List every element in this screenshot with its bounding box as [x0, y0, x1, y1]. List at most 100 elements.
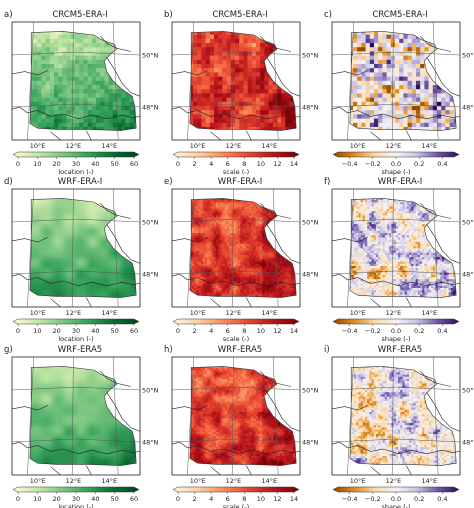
lat-label: 50°N: [142, 219, 159, 227]
colorbar-tick-label: 0.0: [391, 495, 401, 503]
colorbar-tick-label: 6: [226, 160, 230, 168]
graticule: [171, 21, 301, 141]
colorbar-tick-label: −0.4: [342, 495, 358, 503]
panel-letter: a): [4, 10, 13, 20]
colorbar-tick-label: 2: [193, 327, 197, 335]
panel-h: h) WRF-ERA5 10°E 12°E 14°E 50°N 48°N: [164, 345, 319, 485]
field-raster: [349, 198, 457, 298]
lon-label: 10°E: [30, 309, 46, 317]
colorbar-body: [332, 151, 460, 158]
colorbar-tick-label: 10: [257, 495, 265, 503]
map-frame: [171, 356, 301, 476]
colorbar-label: location (-): [58, 335, 93, 343]
map-frame: [11, 356, 141, 476]
colorbar-tick-label: 50: [111, 327, 119, 335]
lat-label: 50°N: [302, 387, 319, 395]
colorbar-tick-label: 4: [209, 327, 213, 335]
colorbar-tick-label: 12: [273, 160, 281, 168]
colorbar-tick-label: −0.2: [365, 327, 381, 335]
colorbar-tick-label: −0.4: [342, 160, 358, 168]
lon-label: 14°E: [421, 477, 437, 485]
colorbar-body: [332, 318, 460, 325]
colorbar-tick-label: 4: [209, 495, 213, 503]
colorbar-tick-label: 20: [53, 327, 61, 335]
field-raster: [349, 31, 457, 131]
lon-label: 12°E: [226, 142, 242, 150]
colorbar-shape: −0.4 −0.2 0.0 0.2 0.4 shape (-): [332, 486, 460, 508]
lat-label: 50°N: [302, 219, 319, 227]
colorbar-tick-label: 10: [33, 327, 41, 335]
colorbar-tick-label: 10: [257, 160, 265, 168]
lat-label: 50°N: [462, 52, 474, 60]
colorbar-shape: −0.4 −0.2 0.0 0.2 0.4 shape (-): [332, 151, 460, 176]
lon-label: 10°E: [30, 477, 46, 485]
colorbar-tick-label: 20: [53, 160, 61, 168]
lat-label: 50°N: [302, 52, 319, 60]
colorbar-label: shape (-): [381, 503, 410, 508]
colorbar-tick-label: 50: [111, 495, 119, 503]
panel-title: WRF-ERA-I: [58, 177, 102, 187]
map-frame: [331, 21, 461, 141]
colorbar-tick-label: 6: [226, 495, 230, 503]
domain-outline: [29, 198, 137, 298]
lon-label: 10°E: [30, 142, 46, 150]
lat-label: 50°N: [462, 219, 474, 227]
panel-i: i) WRF-ERA5 10°E 12°E 14°E 50°N 48°N: [324, 345, 474, 485]
colorbar-body: [172, 151, 300, 158]
colorbar-tick-label: 30: [72, 327, 80, 335]
lon-label: 14°E: [421, 309, 437, 317]
lon-label: 12°E: [226, 309, 242, 317]
lon-label: 12°E: [66, 309, 82, 317]
colorbar-tick-label: 14: [290, 327, 298, 335]
lon-label: 14°E: [261, 309, 277, 317]
field-raster: [349, 366, 457, 466]
colorbar-tick-label: 0.2: [414, 160, 424, 168]
colorbar-tick-label: 20: [53, 495, 61, 503]
lon-label: 10°E: [190, 142, 206, 150]
colorbar-tick-label: 40: [91, 495, 99, 503]
colorbar-tick-label: 60: [130, 160, 138, 168]
panel-title: WRF-ERA5: [218, 345, 262, 355]
colorbar-label: scale (-): [223, 503, 249, 508]
field-raster: [189, 31, 297, 131]
lon-label: 10°E: [190, 477, 206, 485]
colorbar-body: [12, 318, 140, 325]
colorbar-tick-label: 0: [16, 327, 20, 335]
field-raster: [189, 198, 297, 298]
graticule: [331, 356, 461, 476]
colorbar-tick-label: 0: [176, 495, 180, 503]
lat-label: 50°N: [462, 387, 474, 395]
graticule: [331, 21, 461, 141]
lat-label: 48°N: [462, 103, 474, 111]
lon-label: 10°E: [190, 309, 206, 317]
lon-label: 10°E: [350, 309, 366, 317]
colorbar-tick-label: 50: [111, 160, 119, 168]
panels-layer: a) CRCM5-ERA-I 10°E 12°E 14°E 50°N 48°N b) CRCM5…: [4, 10, 474, 485]
map-frame: [171, 21, 301, 141]
panel-letter: h): [164, 345, 173, 355]
colorbar-tick-label: 2: [193, 160, 197, 168]
country-borders: [171, 370, 301, 476]
lat-label: 48°N: [302, 103, 319, 111]
lon-label: 12°E: [386, 477, 402, 485]
colorbar-label: shape (-): [381, 335, 410, 343]
field-raster: [189, 366, 297, 466]
colorbar-tick-label: 0.2: [414, 327, 424, 335]
lon-label: 12°E: [386, 142, 402, 150]
lon-label: 14°E: [101, 477, 117, 485]
colorbar-tick-label: 6: [226, 327, 230, 335]
colorbar-label: shape (-): [381, 168, 410, 176]
domain-outline: [189, 31, 297, 131]
panel-c: c) CRCM5-ERA-I 10°E 12°E 14°E 50°N 48°N: [324, 10, 474, 150]
panel-title: WRF-ERA-I: [378, 177, 422, 187]
colorbar-body: [172, 486, 300, 493]
lon-label: 12°E: [226, 477, 242, 485]
lat-label: 48°N: [302, 438, 319, 446]
colorbar-scale: 0 2 4 6 8 10 12 14 scale (-): [172, 151, 300, 176]
panel-b: b) CRCM5-ERA-I 10°E 12°E 14°E 50°N 48°N: [164, 10, 319, 150]
colorbar-tick-label: −0.2: [365, 160, 381, 168]
panel-title: WRF-ERA5: [378, 345, 422, 355]
country-borders: [331, 35, 461, 141]
